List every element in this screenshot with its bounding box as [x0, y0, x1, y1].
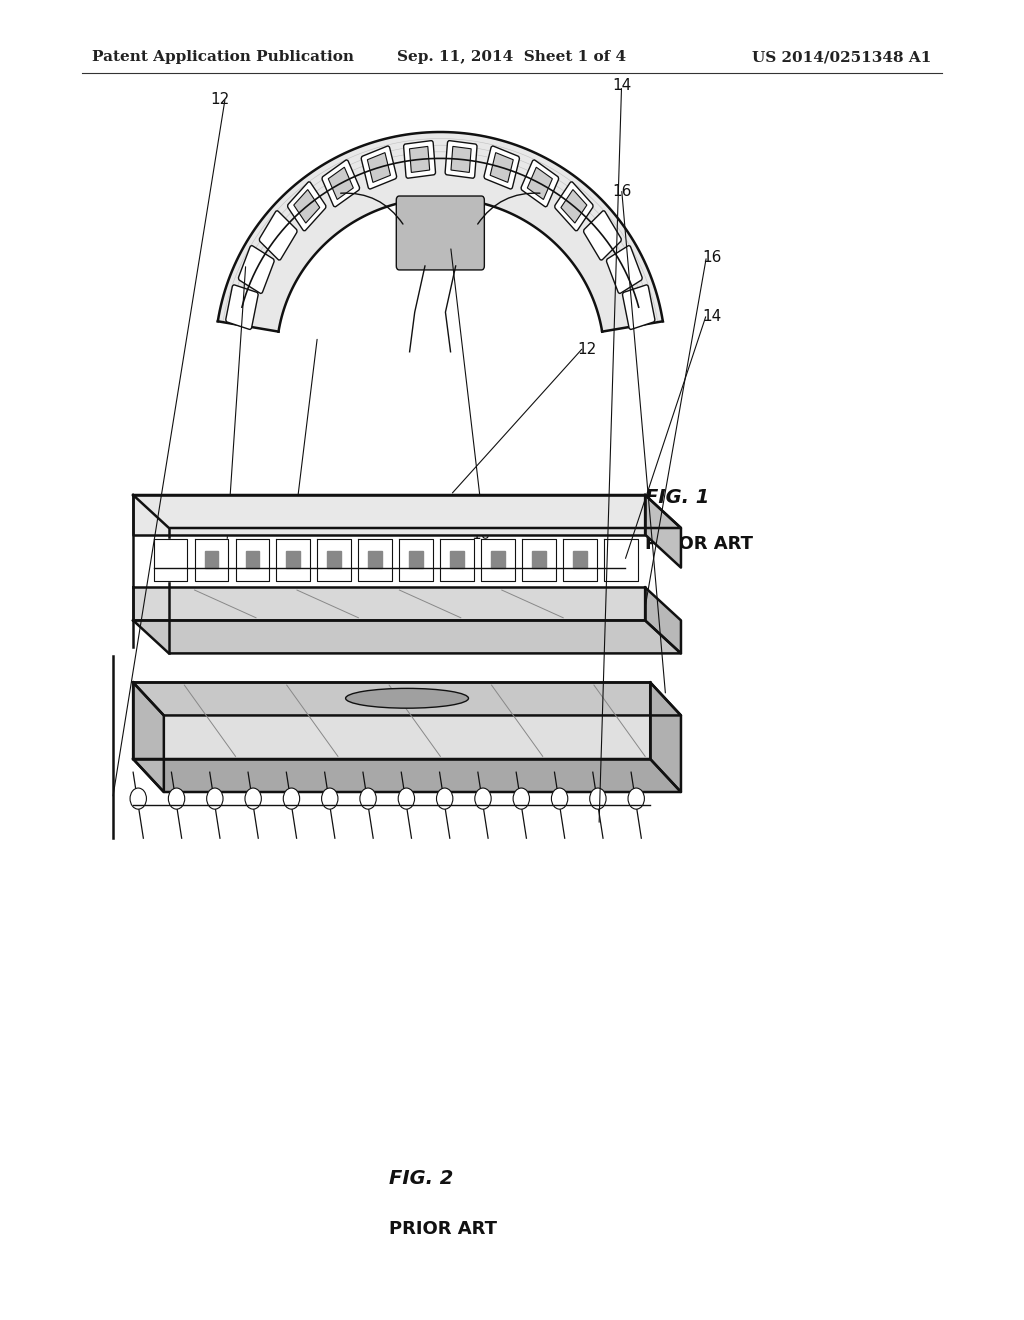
Ellipse shape [346, 689, 469, 708]
Text: 12: 12 [283, 500, 301, 516]
Polygon shape [287, 552, 300, 568]
Text: FIG. 2: FIG. 2 [389, 1170, 454, 1188]
FancyBboxPatch shape [396, 195, 484, 271]
FancyBboxPatch shape [329, 168, 353, 199]
Polygon shape [522, 539, 556, 581]
FancyBboxPatch shape [484, 147, 519, 189]
Circle shape [359, 788, 376, 809]
Text: 14: 14 [206, 566, 224, 582]
Polygon shape [645, 495, 681, 568]
Polygon shape [195, 539, 228, 581]
Text: 14: 14 [702, 309, 721, 325]
Circle shape [475, 788, 492, 809]
Text: PRIOR ART: PRIOR ART [389, 1220, 497, 1238]
FancyBboxPatch shape [606, 246, 642, 293]
Circle shape [322, 788, 338, 809]
FancyBboxPatch shape [445, 141, 477, 178]
Polygon shape [563, 539, 597, 581]
Polygon shape [410, 552, 423, 568]
FancyBboxPatch shape [623, 285, 655, 330]
FancyBboxPatch shape [451, 147, 471, 173]
Polygon shape [154, 539, 187, 581]
Polygon shape [399, 539, 433, 581]
Text: Sep. 11, 2014  Sheet 1 of 4: Sep. 11, 2014 Sheet 1 of 4 [397, 50, 627, 65]
Polygon shape [133, 587, 645, 620]
Text: FIG. 1: FIG. 1 [645, 488, 710, 507]
FancyBboxPatch shape [288, 182, 326, 231]
Polygon shape [451, 552, 464, 568]
Polygon shape [317, 539, 351, 581]
Text: 12: 12 [211, 91, 229, 107]
Polygon shape [133, 682, 164, 792]
FancyBboxPatch shape [490, 153, 513, 182]
Text: 14: 14 [612, 78, 631, 94]
Circle shape [436, 788, 453, 809]
Text: US 2014/0251348 A1: US 2014/0251348 A1 [753, 50, 932, 65]
Polygon shape [218, 132, 663, 331]
Polygon shape [236, 539, 269, 581]
Text: 16: 16 [612, 183, 631, 199]
Circle shape [513, 788, 529, 809]
FancyBboxPatch shape [322, 160, 359, 207]
Polygon shape [532, 552, 546, 568]
FancyBboxPatch shape [361, 147, 396, 189]
Circle shape [245, 788, 261, 809]
Polygon shape [133, 620, 681, 653]
FancyBboxPatch shape [259, 211, 297, 260]
Circle shape [130, 788, 146, 809]
Circle shape [284, 788, 300, 809]
FancyBboxPatch shape [294, 190, 319, 223]
FancyBboxPatch shape [555, 182, 593, 231]
Polygon shape [133, 682, 681, 715]
FancyBboxPatch shape [225, 285, 258, 330]
Polygon shape [133, 759, 681, 792]
Text: 16: 16 [702, 249, 721, 265]
FancyBboxPatch shape [368, 153, 390, 182]
Polygon shape [604, 539, 638, 581]
FancyBboxPatch shape [521, 160, 559, 207]
Polygon shape [328, 552, 341, 568]
Polygon shape [133, 495, 681, 528]
FancyBboxPatch shape [410, 147, 430, 173]
Text: PRIOR ART: PRIOR ART [645, 535, 753, 553]
Circle shape [551, 788, 567, 809]
Polygon shape [492, 552, 505, 568]
Text: 12: 12 [578, 342, 596, 358]
FancyBboxPatch shape [561, 190, 587, 223]
Circle shape [590, 788, 606, 809]
Polygon shape [246, 552, 259, 568]
Polygon shape [650, 682, 681, 792]
Polygon shape [369, 552, 382, 568]
Polygon shape [573, 552, 587, 568]
Text: 10: 10 [472, 527, 490, 543]
Circle shape [168, 788, 184, 809]
Polygon shape [133, 495, 645, 535]
Text: Patent Application Publication: Patent Application Publication [92, 50, 354, 65]
Polygon shape [133, 682, 650, 759]
FancyBboxPatch shape [527, 168, 552, 199]
Circle shape [207, 788, 223, 809]
Polygon shape [358, 539, 392, 581]
Polygon shape [645, 587, 681, 653]
Polygon shape [276, 539, 310, 581]
FancyBboxPatch shape [239, 246, 274, 293]
Circle shape [398, 788, 415, 809]
FancyBboxPatch shape [403, 141, 435, 178]
Polygon shape [481, 539, 515, 581]
FancyBboxPatch shape [584, 211, 622, 260]
Polygon shape [440, 539, 474, 581]
Circle shape [628, 788, 644, 809]
Polygon shape [205, 552, 218, 568]
